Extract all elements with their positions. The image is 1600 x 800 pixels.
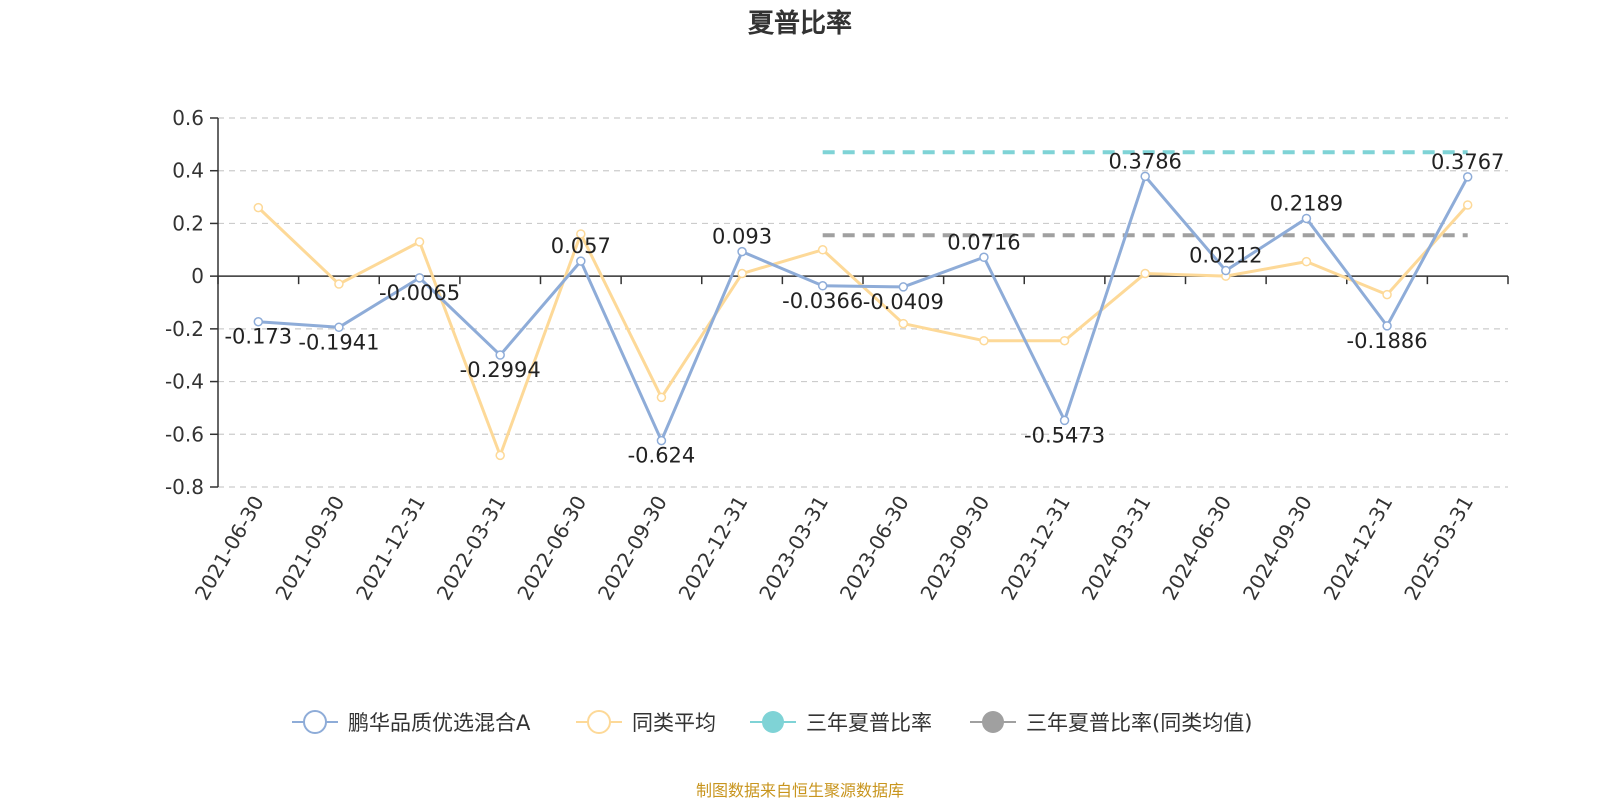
data-point — [1382, 289, 1392, 300]
data-label: -0.173 — [224, 325, 292, 349]
legend-item[interactable]: 三年夏普比率(同类均值) — [970, 711, 1252, 735]
legend-item[interactable]: 鹏华品质优选混合A — [292, 710, 531, 735]
data-label: -0.0409 — [863, 290, 944, 314]
x-tick-label: 2021-06-30 — [190, 492, 269, 605]
data-label: 0.0716 — [947, 230, 1020, 254]
y-tick-label: -0.8 — [165, 475, 204, 499]
data-point — [1462, 172, 1473, 182]
y-tick-label: 0 — [191, 264, 204, 288]
data-point — [334, 279, 344, 289]
series-line — [257, 203, 1469, 457]
data-label: 0.2189 — [1270, 191, 1343, 215]
data-point — [1462, 200, 1473, 210]
data-point — [253, 316, 264, 327]
data-point — [495, 350, 505, 360]
data-point — [1059, 415, 1070, 426]
legend-label: 鹏华品质优选混合A — [348, 711, 531, 735]
data-label: -0.0065 — [379, 281, 460, 305]
x-tick-label: 2022-06-30 — [512, 492, 591, 605]
data-label: -0.1886 — [1347, 329, 1428, 353]
data-label: 0.0212 — [1189, 244, 1262, 268]
data-point — [817, 281, 828, 291]
x-tick-label: 2021-12-31 — [351, 492, 430, 605]
y-tick-label: -0.6 — [165, 422, 204, 446]
data-point — [1301, 213, 1312, 224]
data-point — [979, 335, 989, 346]
x-tick-label: 2024-06-30 — [1157, 492, 1236, 605]
data-label: -0.1941 — [298, 330, 379, 354]
series-lines — [253, 171, 1473, 461]
y-tick-label: -0.2 — [165, 317, 204, 341]
data-point — [656, 392, 667, 403]
y-tick-label: 0.2 — [172, 211, 204, 235]
data-point — [334, 322, 344, 333]
data-point — [656, 435, 667, 446]
x-tick-label: 2022-03-31 — [432, 492, 511, 605]
data-point — [817, 245, 828, 255]
legend-marker-icon — [303, 710, 327, 734]
reference-lines — [822, 150, 1468, 238]
x-tick-label: 2022-09-30 — [593, 492, 672, 605]
y-tick-label: 0.4 — [172, 159, 204, 183]
legend-label: 三年夏普比率 — [806, 711, 932, 735]
x-tick-label: 2023-03-31 — [754, 492, 833, 605]
y-tick-label: 0.6 — [172, 106, 204, 130]
data-point — [1140, 268, 1150, 279]
data-point — [576, 256, 586, 266]
legend-label: 三年夏普比率(同类均值) — [1026, 711, 1252, 735]
data-point — [495, 450, 505, 461]
legend-item[interactable]: 三年夏普比率 — [750, 711, 932, 735]
data-point — [1059, 335, 1070, 346]
data-point — [1140, 171, 1150, 182]
data-point — [1382, 321, 1392, 331]
data-label: 0.3767 — [1431, 150, 1504, 174]
data-point — [979, 252, 989, 263]
legend-item[interactable]: 同类平均 — [576, 710, 716, 735]
grid-lines — [218, 117, 1508, 488]
data-point — [253, 202, 264, 213]
x-tick-label: 2022-12-31 — [673, 492, 752, 605]
data-point — [898, 282, 909, 292]
x-tick-label: 2024-09-30 — [1238, 492, 1317, 605]
data-label: -0.2994 — [460, 358, 541, 382]
legend-label: 同类平均 — [632, 711, 716, 735]
x-tick-label: 2024-12-31 — [1318, 492, 1397, 605]
x-tick-label: 2023-06-30 — [835, 492, 914, 605]
legend-marker-icon — [982, 711, 1004, 733]
x-tick-label: 2024-03-31 — [1077, 492, 1156, 605]
data-point — [1221, 265, 1231, 276]
x-tick-label: 2023-09-30 — [915, 492, 994, 605]
data-point — [576, 229, 586, 239]
data-label: 0.093 — [712, 225, 772, 249]
chart-title: 夏普比率 — [748, 8, 852, 39]
legend[interactable]: 鹏华品质优选混合A 同类平均 三年夏普比率 三年夏普比率(同类均值) — [292, 710, 1252, 735]
data-source-note: 制图数据来自恒生聚源数据库 — [696, 781, 904, 800]
data-point — [1301, 256, 1312, 267]
data-label: -0.5473 — [1024, 423, 1105, 447]
data-label: -0.624 — [628, 444, 696, 468]
data-point — [898, 318, 909, 329]
data-label: 0.3786 — [1108, 149, 1181, 173]
legend-marker-icon — [762, 711, 784, 733]
series-line — [258, 174, 1470, 443]
x-tick-label: 2023-12-31 — [996, 492, 1075, 605]
data-point — [414, 273, 425, 283]
data-point — [737, 246, 747, 257]
legend-marker-icon — [587, 710, 611, 734]
data-label: 0.057 — [551, 234, 611, 258]
x-tick-label: 2025-03-31 — [1399, 492, 1478, 605]
x-tick-label: 2021-09-30 — [270, 492, 349, 605]
data-labels: -0.173 -0.1941 -0.0065 -0.2994 0.057 -0.624 0.… — [224, 149, 1504, 467]
data-point — [737, 268, 747, 279]
y-tick-label: -0.4 — [165, 370, 204, 394]
data-label: -0.0366 — [782, 289, 863, 313]
data-point — [414, 237, 425, 247]
